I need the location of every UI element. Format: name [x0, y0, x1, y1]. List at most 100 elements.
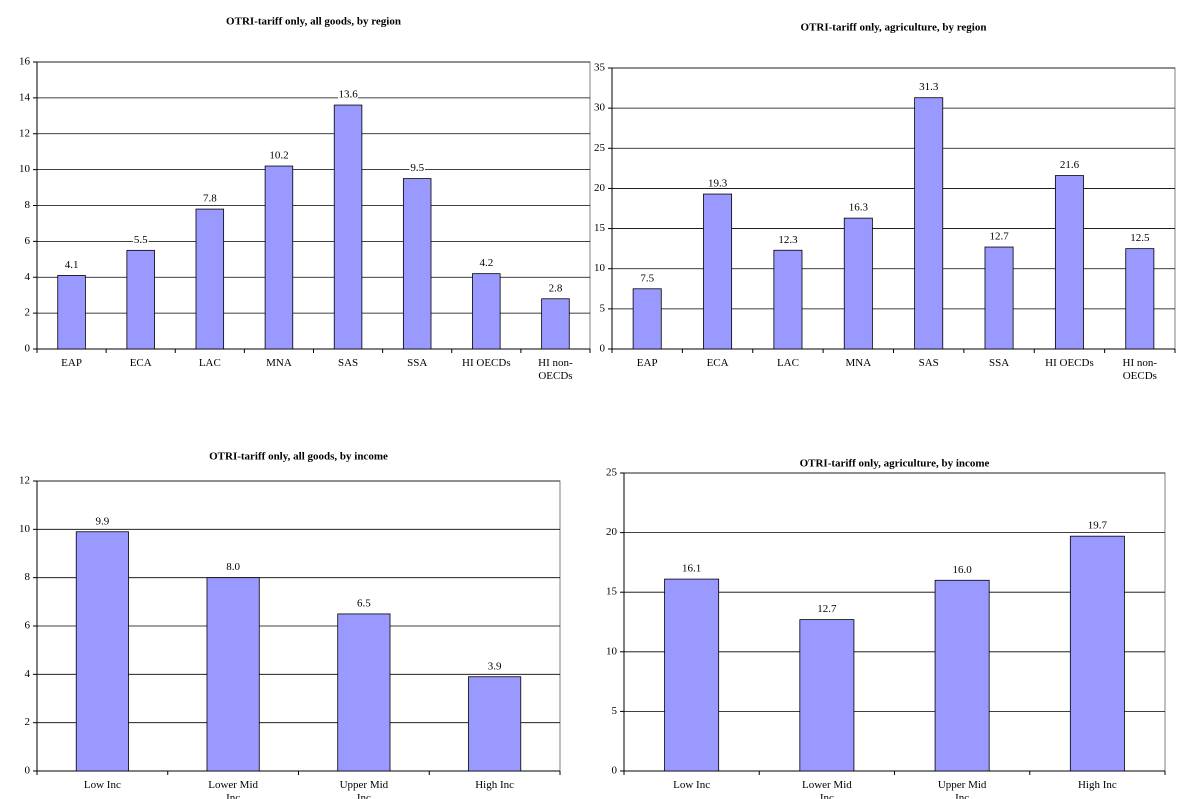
value-label: 10.2 — [269, 150, 288, 162]
x-tick-label: HI OECDs — [1045, 357, 1094, 369]
value-label: 12.3 — [778, 234, 798, 246]
y-tick-label: 20 — [606, 526, 618, 538]
value-label: 16.1 — [682, 563, 701, 575]
x-tick-label-box: ECA — [706, 357, 729, 369]
y-tick-label: 25 — [594, 142, 606, 154]
x-tick-label-box: MNA — [266, 357, 292, 369]
x-tick-label-box: High Inc — [475, 779, 515, 791]
bar — [126, 249, 155, 350]
bar — [472, 273, 501, 350]
x-tick-label-box: EAP — [637, 357, 658, 369]
value-label: 19.3 — [708, 178, 728, 190]
bar — [402, 178, 432, 350]
value-label: 6.5 — [357, 597, 371, 609]
x-tick-label: Lower Mid Inc — [208, 779, 259, 799]
bar — [337, 613, 391, 772]
value-label: 12.7 — [989, 231, 1009, 243]
y-tick-label: 4 — [25, 668, 31, 680]
x-tick-label: HI OECDs — [462, 357, 511, 369]
value-label: 9.9 — [96, 515, 110, 527]
y-tick-label: 14 — [19, 91, 31, 103]
y-tick-label: 20 — [594, 182, 606, 194]
value-label: 31.3 — [919, 81, 939, 93]
value-label: 19.7 — [1088, 520, 1108, 532]
y-tick-label: 10 — [19, 523, 31, 535]
value-label: 3.9 — [488, 660, 502, 672]
y-tick-label: 8 — [25, 571, 31, 583]
x-tick-label: ECA — [129, 357, 152, 369]
x-tick-label: HI non-OECDs — [538, 357, 573, 382]
value-label: 16.0 — [953, 564, 973, 576]
x-tick-label-box: EAP — [61, 357, 82, 369]
y-tick-label: 30 — [594, 102, 606, 114]
bar — [1054, 175, 1084, 350]
bar — [843, 217, 873, 350]
value-label: 21.6 — [1060, 159, 1080, 171]
bar — [799, 619, 855, 772]
x-tick-label-box: HI non-OECDs — [538, 357, 573, 382]
chart: OTRI-tariff only, agriculture, by region… — [594, 22, 1176, 382]
x-tick-label-box: Lower Mid Inc — [208, 779, 259, 799]
x-tick-label: SAS — [337, 357, 359, 369]
x-tick-label-box: High Inc — [1078, 779, 1117, 791]
bar — [264, 165, 294, 350]
x-tick-label-box: HI OECDs — [462, 357, 511, 369]
value-label: 16.3 — [849, 202, 869, 214]
bar — [57, 275, 86, 350]
x-tick-label: HI non-OECDs — [1122, 357, 1158, 382]
bar — [914, 97, 944, 350]
y-tick-label: 6 — [25, 620, 31, 632]
y-tick-label: 2 — [25, 716, 31, 728]
y-tick-label: 12 — [19, 127, 30, 139]
plot-area — [611, 67, 1176, 350]
x-tick-label: SAS — [918, 357, 939, 369]
x-tick-label-box: SSA — [407, 357, 428, 369]
bar — [195, 208, 225, 350]
y-tick-label: 5 — [600, 302, 606, 314]
bar — [664, 578, 720, 772]
bar — [773, 249, 803, 350]
bar — [934, 579, 990, 772]
x-tick-label-box: SAS — [337, 357, 359, 369]
value-label: 9.5 — [410, 162, 424, 174]
x-tick-label-box: HI non-OECDs — [1122, 357, 1158, 382]
x-tick-label: LAC — [776, 357, 799, 369]
chart: OTRI-tariff only, all goods, by income 0 2… — [19, 451, 561, 799]
x-tick-label: MNA — [266, 357, 292, 369]
bar — [333, 104, 363, 350]
x-tick-label: SSA — [407, 357, 428, 369]
y-tick-label: 6 — [25, 235, 31, 247]
x-tick-label-box: ECA — [129, 357, 152, 369]
x-tick-label-box: LAC — [199, 357, 221, 369]
bar — [632, 288, 662, 350]
y-tick-label: 12 — [19, 475, 30, 487]
x-tick-label: Upper Mid Inc — [339, 779, 389, 799]
y-tick-label: 10 — [606, 645, 618, 657]
y-tick-label: 0 — [25, 765, 31, 777]
y-tick-label: 10 — [19, 163, 31, 175]
bar — [75, 531, 129, 772]
chart-title: OTRI-tariff only, all goods, by income — [209, 451, 388, 463]
value-label: 8.0 — [226, 561, 240, 573]
x-tick-label-box: SAS — [918, 357, 939, 369]
y-tick-label: 10 — [594, 262, 606, 274]
bar — [468, 676, 522, 772]
x-tick-label: High Inc — [475, 779, 515, 791]
x-tick-label-box: Low Inc — [83, 779, 121, 791]
y-tick-label: 0 — [600, 343, 606, 355]
x-tick-label-box: Low Inc — [673, 779, 711, 791]
value-label: 12.5 — [1130, 232, 1150, 244]
x-tick-label-box: Lower Mid Inc — [801, 779, 852, 799]
value-label: 13.6 — [338, 89, 358, 101]
x-tick-label: ECA — [706, 357, 729, 369]
chart-title: OTRI-tariff only, agriculture, by region — [801, 22, 987, 34]
value-label: 4.1 — [65, 259, 79, 271]
y-tick-label: 15 — [594, 222, 606, 234]
chart: OTRI-tariff only, agriculture, by income… — [606, 458, 1166, 799]
bar — [1069, 535, 1125, 772]
y-tick-label: 0 — [25, 343, 31, 355]
x-tick-label: Low Inc — [673, 779, 711, 791]
x-tick-label: Low Inc — [83, 779, 121, 791]
x-tick-label: Lower Mid Inc — [801, 779, 852, 799]
